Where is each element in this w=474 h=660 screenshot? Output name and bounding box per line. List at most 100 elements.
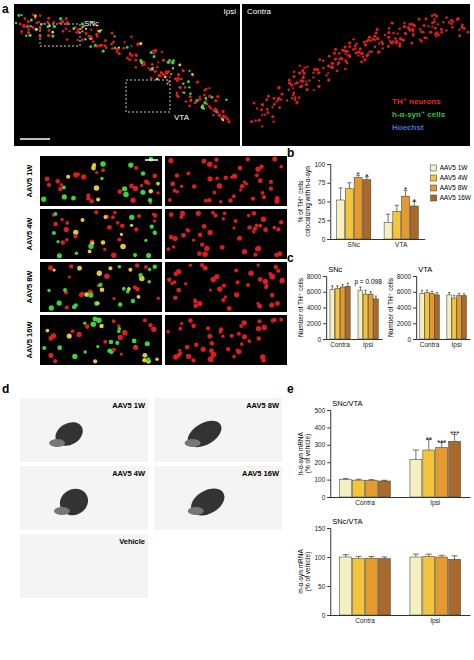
cell xyxy=(188,86,190,88)
cell xyxy=(198,233,203,238)
cell xyxy=(275,101,277,103)
cell xyxy=(147,67,149,69)
row-label: AAV5 4W xyxy=(25,217,34,251)
cell xyxy=(294,99,296,101)
cell xyxy=(92,40,95,43)
axis-title: Number of TH⁺ cells xyxy=(297,277,304,337)
cell xyxy=(188,318,193,323)
cell xyxy=(136,43,139,46)
cell xyxy=(118,52,121,55)
error-bar xyxy=(369,479,375,481)
cell xyxy=(403,25,406,28)
cell xyxy=(431,26,433,28)
bar xyxy=(435,295,440,339)
cell xyxy=(150,77,153,80)
cell xyxy=(81,174,86,179)
tick-mark xyxy=(413,339,416,340)
cell xyxy=(277,99,280,102)
tissue-signal xyxy=(188,507,204,515)
cell xyxy=(228,198,233,203)
cell xyxy=(193,298,196,301)
cell xyxy=(154,49,157,52)
cell xyxy=(221,110,224,113)
cell xyxy=(47,289,50,292)
error-bar xyxy=(452,556,458,559)
cell xyxy=(176,288,181,293)
cell xyxy=(256,107,258,109)
cell xyxy=(107,348,112,353)
cell xyxy=(292,75,295,78)
cell xyxy=(192,238,195,241)
hemisphere-label: Contra xyxy=(247,7,272,16)
cell xyxy=(261,125,263,127)
panel-d: AAV5 1WAAV5 8WAAV5 4WAAV5 16WVehicle xyxy=(20,398,282,598)
tick: Contra xyxy=(420,339,440,348)
cell xyxy=(257,319,261,323)
cell xyxy=(51,333,56,338)
error-bar xyxy=(369,556,375,558)
cell xyxy=(178,63,181,66)
tick-mark xyxy=(327,220,330,221)
cell xyxy=(450,23,453,26)
cell xyxy=(419,28,421,30)
cell xyxy=(372,38,375,41)
cell xyxy=(110,42,113,45)
cell xyxy=(277,86,280,89)
plot-marks xyxy=(340,554,461,615)
image-label: AAV5 4W xyxy=(112,469,146,478)
cell xyxy=(255,173,259,177)
cell xyxy=(302,77,305,80)
cell xyxy=(165,72,168,75)
cell xyxy=(412,28,415,31)
legend-label: Hoechst xyxy=(392,123,424,132)
cell xyxy=(111,47,114,50)
cell xyxy=(204,246,209,251)
panel-letter: a xyxy=(2,2,9,16)
cell xyxy=(410,41,413,44)
cell xyxy=(104,44,107,47)
cell xyxy=(254,119,256,121)
cell xyxy=(53,21,56,24)
cell xyxy=(287,89,290,92)
bar xyxy=(378,559,390,615)
tick-mark xyxy=(327,586,330,587)
tick-label: 2000 xyxy=(307,320,322,327)
cell xyxy=(180,322,183,325)
cell xyxy=(306,88,309,91)
cell xyxy=(391,22,394,25)
cell xyxy=(139,42,142,45)
cell xyxy=(286,99,289,102)
axis-line xyxy=(327,411,331,498)
cell xyxy=(212,114,214,116)
bar xyxy=(423,556,435,615)
plot-marks xyxy=(340,434,461,497)
plot-marks xyxy=(330,283,378,339)
cell xyxy=(101,240,106,245)
x-axis: SNcVTA xyxy=(331,239,425,248)
tissue-signal xyxy=(49,439,65,447)
cell xyxy=(120,244,126,250)
cell xyxy=(122,330,128,336)
chart: 02000400060008000ContraIpsiNumber of TH⁺… xyxy=(297,265,383,349)
cell xyxy=(272,120,274,122)
cell xyxy=(402,39,405,42)
cell xyxy=(111,32,114,35)
tick-mark xyxy=(323,323,326,324)
cell xyxy=(214,157,218,161)
cell xyxy=(133,253,137,257)
cell xyxy=(77,266,82,271)
cell xyxy=(64,227,69,232)
cell xyxy=(134,59,137,62)
cell xyxy=(262,195,266,199)
cell xyxy=(38,21,40,23)
cell xyxy=(128,162,133,167)
cell xyxy=(398,28,401,31)
cell xyxy=(404,33,407,36)
tick-label: 300 xyxy=(314,441,325,448)
cell xyxy=(57,300,62,305)
tick-label: 4000 xyxy=(397,304,412,311)
cell xyxy=(116,51,118,53)
cell xyxy=(213,165,217,169)
cell xyxy=(118,52,121,55)
cell xyxy=(269,180,273,184)
